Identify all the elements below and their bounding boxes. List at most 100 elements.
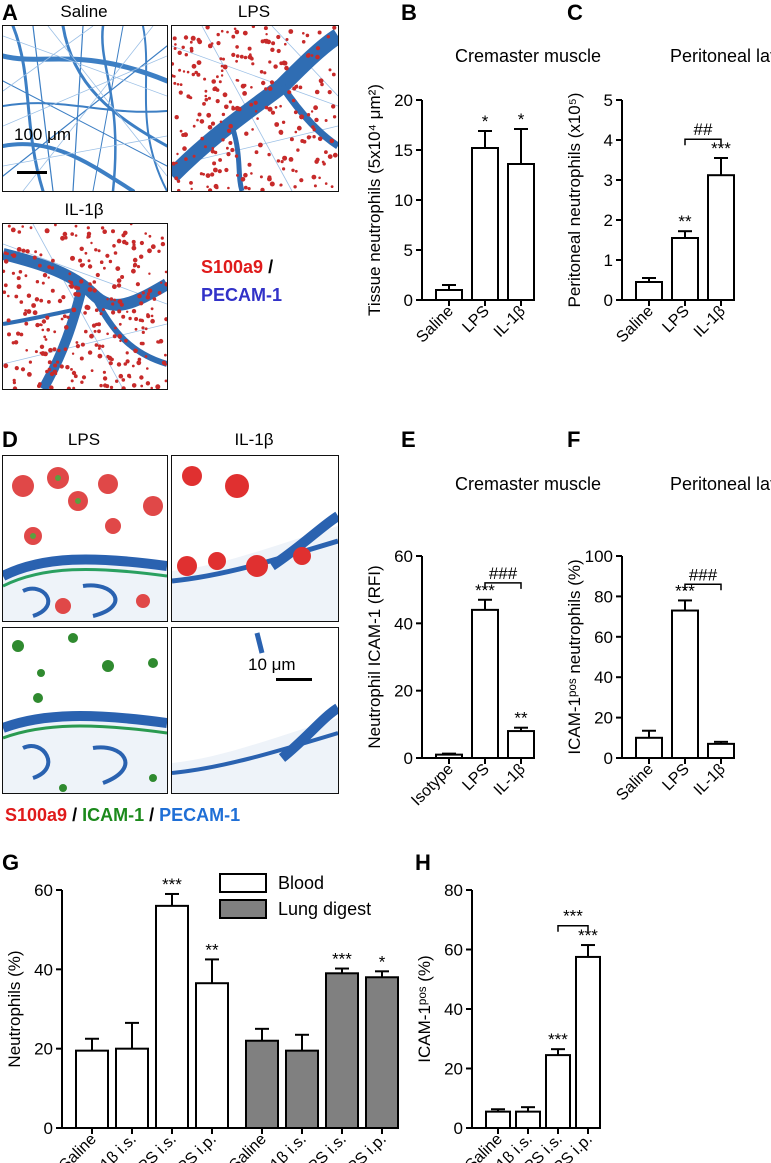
neutrophil-dot: [131, 309, 137, 314]
y-tick-label: 0: [404, 749, 413, 768]
neutrophil-dot: [109, 297, 114, 301]
neutrophil-dot: [87, 287, 93, 292]
neutrophil-dot: [157, 249, 161, 253]
neutrophil-dot: [155, 384, 161, 389]
comparison-bracket: [557, 924, 589, 932]
neutrophil-dot: [299, 178, 304, 183]
micrograph-title-saline: Saline: [60, 2, 108, 21]
micrograph-d-lps-merged: [2, 455, 168, 622]
neutrophil-dot: [234, 29, 240, 35]
panel-letter-e: E: [401, 427, 416, 452]
neutrophil-dot: [132, 264, 136, 268]
neutrophil-dot: [65, 365, 70, 370]
y-tick-label: 2: [604, 211, 613, 230]
y-tick-label: 80: [594, 587, 613, 606]
neutrophil-dot: [24, 321, 29, 326]
neutrophil-dot: [14, 294, 19, 299]
neutrophil-dot: [211, 79, 216, 84]
y-tick-label: 0: [604, 291, 613, 310]
neutrophil-dot: [314, 89, 320, 95]
neutrophil-dot: [288, 29, 294, 34]
neutrophil-dot: [25, 249, 30, 254]
bar: [435, 289, 463, 301]
neutrophil-dot: [314, 117, 319, 123]
neutrophil-dot: [184, 53, 188, 57]
neutrophil-dot: [332, 26, 337, 30]
neutrophil-dot: [250, 56, 254, 61]
neutrophil-dot: [125, 351, 129, 355]
neutrophil-dot: [29, 226, 33, 230]
neutrophil-dot: [103, 266, 106, 270]
neutrophil-dot: [280, 160, 284, 164]
neutrophil-dot: [145, 381, 151, 386]
panel-letter-c: C: [567, 0, 583, 25]
neutrophil-dot: [174, 115, 179, 120]
neutrophil-dot: [182, 70, 186, 73]
y-tick-label: 15: [394, 141, 413, 160]
significance-label: *: [482, 112, 489, 131]
comparison-bracket: [684, 583, 722, 591]
neutrophil-dot: [220, 74, 224, 77]
neutrophil-dot: [39, 253, 43, 257]
neutrophil-dot: [190, 35, 196, 41]
x-tick-label: LPS: [659, 303, 692, 336]
neutrophil-dot: [249, 53, 252, 56]
neutrophil-dot: [299, 114, 305, 120]
neutrophil-dot: [125, 359, 130, 364]
neutrophil-dot: [250, 86, 253, 89]
bar: [507, 730, 535, 760]
neutrophil-dot: [332, 152, 338, 158]
neutrophil-dot: [135, 349, 138, 352]
micrograph-title-lps: LPS: [237, 2, 271, 21]
neutrophil-dot: [219, 57, 223, 61]
neutrophil-dot: [60, 317, 64, 321]
neutrophil-dot: [25, 349, 29, 352]
neutrophil-dot: [233, 27, 237, 31]
neutrophil-dot: [97, 353, 103, 359]
neutrophil-dot: [160, 236, 164, 240]
x-tick-label: IL-1β: [691, 303, 729, 341]
neutrophil-dot: [68, 272, 72, 276]
y-tick-label: 0: [604, 749, 613, 768]
neutrophil-dot: [302, 32, 305, 35]
neutrophil-dot: [205, 26, 210, 30]
neutrophil-dot: [216, 32, 220, 37]
neutrophil-dot: [301, 40, 306, 44]
y-tick-label: 60: [34, 881, 53, 900]
neutrophil-dot: [324, 150, 328, 154]
neutrophil-dot: [12, 386, 18, 389]
neutrophil-dot: [307, 53, 311, 57]
neutrophil-dot: [63, 347, 68, 351]
neutrophil-dot: [97, 249, 101, 253]
neutrophil-dot: [179, 129, 183, 133]
neutrophil-dot: [227, 186, 230, 190]
neutrophil-dot: [101, 344, 105, 348]
neutrophil-dot: [12, 381, 16, 385]
neutrophil-dot: [177, 50, 182, 55]
neutrophil-dot: [267, 106, 273, 112]
significance-label: *: [379, 952, 386, 971]
neutrophil-dot: [207, 125, 213, 130]
neutrophil-dot: [50, 288, 55, 293]
neutrophil-dot: [14, 366, 19, 371]
neutrophil-dot: [117, 334, 122, 339]
neutrophil-dot: [196, 118, 199, 122]
neutrophil-dot: [259, 175, 263, 179]
neutrophil-dot: [138, 318, 143, 322]
bar: [671, 609, 699, 759]
neutrophil-dot: [172, 36, 177, 41]
y-tick-label: 60: [594, 628, 613, 647]
neutrophil-dot: [102, 370, 106, 374]
legend-swatch: [219, 873, 267, 893]
neutrophil-dot: [175, 161, 178, 165]
neutrophil-dot: [270, 47, 275, 52]
neutrophil-dot: [150, 318, 155, 324]
neutrophil-dot: [176, 152, 179, 156]
x-tick-label: LPS i.s.: [129, 1131, 180, 1163]
legend-d-s100a9: S100a9: [5, 805, 68, 825]
neutrophil-dot: [291, 168, 295, 172]
neutrophil-dot: [179, 83, 183, 86]
bar: [471, 608, 499, 759]
neutrophil-dot: [44, 338, 48, 341]
neutrophil-dot: [326, 35, 330, 39]
